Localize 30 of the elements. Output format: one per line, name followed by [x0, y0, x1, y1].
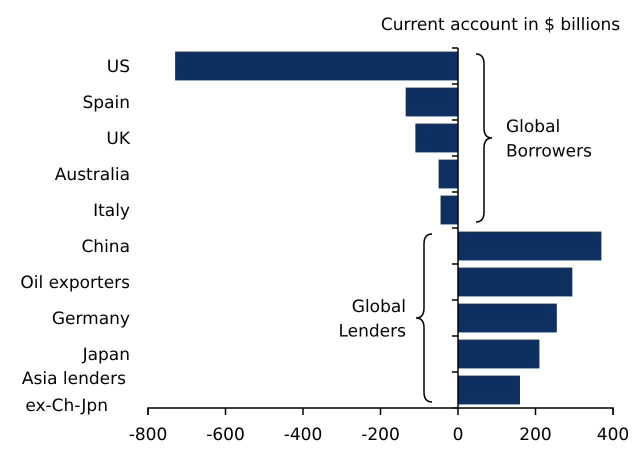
y-tick-label: Asia lenders ex-Ch-Jpn — [22, 368, 126, 416]
bar — [175, 52, 458, 80]
bar — [458, 268, 572, 296]
annotation: Global Lenders — [338, 296, 406, 342]
bar — [440, 196, 458, 224]
y-tick-label: Germany — [52, 308, 130, 329]
y-tick-label: Oil exporters — [20, 272, 130, 293]
bar — [458, 376, 520, 404]
y-tick-label: Italy — [93, 200, 130, 221]
x-tick-label: -200 — [361, 425, 400, 446]
y-tick-label: US — [106, 56, 130, 77]
bar — [406, 88, 458, 116]
y-tick-label: Australia — [54, 164, 130, 185]
annotation: Global Borrowers — [506, 116, 592, 162]
y-tick-label: China — [81, 236, 130, 257]
x-tick-label: -800 — [128, 425, 168, 446]
x-tick-label: -600 — [206, 425, 245, 446]
y-tick-label: Japan — [82, 344, 130, 365]
bar — [415, 124, 458, 152]
bar — [458, 232, 602, 260]
x-tick-label: 400 — [596, 425, 630, 446]
y-tick-label: Spain — [82, 92, 130, 113]
bar — [458, 304, 557, 332]
x-tick-label: 200 — [519, 425, 552, 446]
chart-title: Current account in $ billions — [380, 15, 620, 35]
bar — [438, 160, 458, 188]
bar — [458, 340, 540, 368]
y-tick-label: UK — [106, 128, 131, 149]
x-tick-label: 0 — [452, 425, 464, 446]
x-tick-label: -400 — [284, 425, 322, 446]
